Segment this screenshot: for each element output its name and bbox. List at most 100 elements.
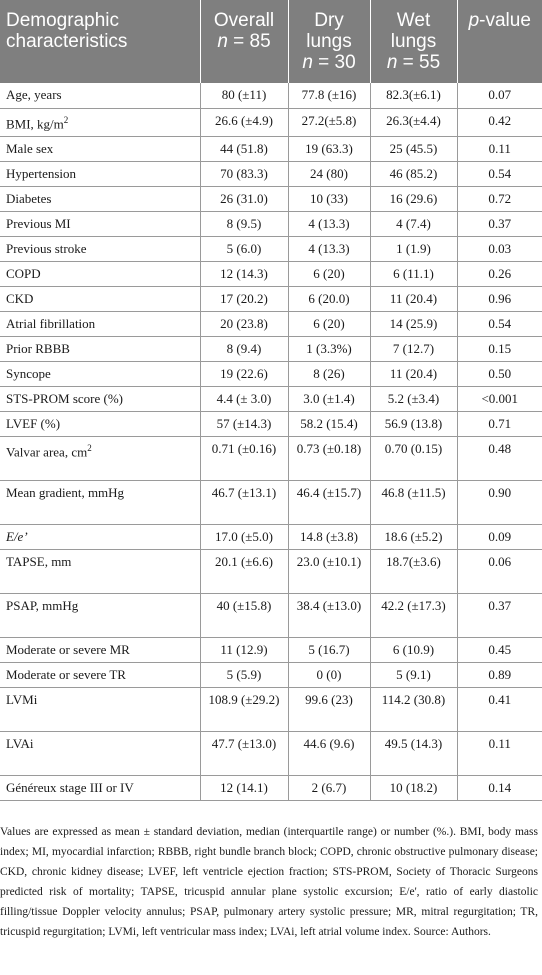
cell-p: <0.001	[456, 386, 542, 412]
cell-overall: 19 (22.6)	[199, 361, 288, 387]
row-label: TAPSE, mm	[0, 549, 200, 594]
row-label: Syncope	[0, 361, 200, 387]
demographics-table: Demographic characteristics Overall n = …	[0, 0, 542, 801]
row-label-text: Valvar area, cm	[6, 444, 88, 460]
cell-overall: 20.1 (±6.6)	[199, 549, 288, 594]
cell-overall: 26 (31.0)	[199, 186, 288, 212]
row-label-text: Previous MI	[6, 215, 71, 231]
table-row: Male sex 44 (51.8) 19 (63.3) 25 (45.5) 0.11	[0, 136, 542, 162]
row-label: LVMi	[0, 687, 200, 732]
cell-overall: 108.9 (±29.2)	[199, 687, 288, 732]
cell-overall: 17.0 (±5.0)	[199, 524, 288, 550]
table-row: LVAi 47.7 (±13.0) 44.6 (9.6) 49.5 (14.3) 0.1…	[0, 731, 542, 776]
table-row: PSAP, mmHg 40 (±15.8) 38.4 (±13.0) 42.2 (±1…	[0, 593, 542, 638]
cell-overall: 20 (23.8)	[199, 311, 288, 337]
header-characteristics: Demographic characteristics	[0, 0, 200, 83]
cell-p: 0.48	[456, 436, 542, 481]
table-row: Hypertension 70 (83.3) 24 (80) 46 (85.2) 0.5…	[0, 161, 542, 187]
cell-dry: 4 (13.3)	[287, 211, 370, 237]
row-label: Hypertension	[0, 161, 200, 187]
cell-dry: 0.73 (±0.18)	[287, 436, 370, 481]
row-label: Moderate or severe TR	[0, 662, 200, 688]
cell-overall: 57 (±14.3)	[199, 411, 288, 437]
table-row: STS-PROM score (%) 4.4 (± 3.0) 3.0 (±1.4) 5…	[0, 386, 542, 412]
row-label-text: Diabetes	[6, 190, 52, 206]
cell-wet: 42.2 (±17.3)	[369, 593, 457, 638]
cell-p: 0.07	[456, 83, 542, 109]
cell-overall: 0.71 (±0.16)	[199, 436, 288, 481]
row-label: PSAP, mmHg	[0, 593, 200, 638]
row-label-text: Mean gradient, mmHg	[6, 484, 125, 500]
cell-p: 0.90	[456, 480, 542, 525]
cell-wet: 18.6 (±5.2)	[369, 524, 457, 550]
table-row: Prior RBBB 8 (9.4) 1 (3.3%) 7 (12.7) 0.15	[0, 336, 542, 362]
cell-p: 0.37	[456, 593, 542, 638]
cell-dry: 0 (0)	[287, 662, 370, 688]
cell-dry: 1 (3.3%)	[287, 336, 370, 362]
row-label-text: Atrial fibrillation	[6, 315, 96, 331]
table-row: BMI, kg/m2 26.6 (±4.9) 27.2(±5.8) 26.3(±4.4…	[0, 108, 542, 137]
table-row: TAPSE, mm 20.1 (±6.6) 23.0 (±10.1) 18.7(±3.…	[0, 549, 542, 594]
cell-dry: 14.8 (±3.8)	[287, 524, 370, 550]
row-label: Valvar area, cm2	[0, 436, 200, 481]
row-label-text: BMI, kg/m	[6, 115, 64, 131]
cell-overall: 47.7 (±13.0)	[199, 731, 288, 776]
table-row: Previous MI 8 (9.5) 4 (13.3) 4 (7.4) 0.37	[0, 211, 542, 237]
row-label-superscript: 2	[87, 442, 92, 453]
row-label: E/e’	[0, 524, 200, 550]
cell-dry: 6 (20)	[287, 311, 370, 337]
row-label-text: Moderate or severe MR	[6, 641, 130, 657]
row-label-text: Généreux stage III or IV	[6, 779, 134, 795]
row-label-superscript: 2	[63, 114, 69, 125]
table-row: Moderate or severe MR 11 (12.9) 5 (16.7) 6 …	[0, 637, 542, 663]
cell-p: 0.26	[456, 261, 542, 287]
row-label: Généreux stage III or IV	[0, 775, 200, 801]
table-row: Diabetes 26 (31.0) 10 (33) 16 (29.6) 0.72	[0, 186, 542, 212]
cell-overall: 12 (14.1)	[199, 775, 288, 801]
row-label-text: Previous stroke	[6, 240, 87, 256]
cell-dry: 24 (80)	[287, 161, 370, 187]
table-row: Mean gradient, mmHg 46.7 (±13.1) 46.4 (±15…	[0, 480, 542, 525]
cell-wet: 49.5 (14.3)	[369, 731, 457, 776]
row-label: Diabetes	[0, 186, 200, 212]
cell-p: 0.96	[456, 286, 542, 312]
cell-overall: 8 (9.5)	[199, 211, 288, 237]
cell-overall: 44 (51.8)	[199, 136, 288, 162]
row-label-text: E/e’	[6, 528, 28, 544]
cell-p: 0.11	[456, 731, 542, 776]
cell-p: 0.50	[456, 361, 542, 387]
cell-wet: 6 (11.1)	[369, 261, 457, 287]
cell-dry: 5 (16.7)	[287, 637, 370, 663]
row-label: COPD	[0, 261, 200, 287]
row-label-text: PSAP, mmHg	[6, 597, 79, 613]
row-label: Atrial fibrillation	[0, 311, 200, 337]
cell-wet: 6 (10.9)	[369, 637, 457, 663]
cell-p: 0.37	[456, 211, 542, 237]
cell-wet: 25 (45.5)	[369, 136, 457, 162]
cell-dry: 3.0 (±1.4)	[287, 386, 370, 412]
cell-wet: 82.3(±6.1)	[369, 83, 457, 109]
cell-overall: 12 (14.3)	[199, 261, 288, 287]
cell-p: 0.11	[456, 136, 542, 162]
cell-dry: 19 (63.3)	[287, 136, 370, 162]
table-row: Généreux stage III or IV 12 (14.1) 2 (6.7)…	[0, 775, 542, 801]
table-footnote: Values are expressed as mean ± standard …	[0, 826, 538, 938]
row-label: Prior RBBB	[0, 336, 200, 362]
cell-overall: 46.7 (±13.1)	[199, 480, 288, 525]
row-label-text: LVMi	[6, 691, 38, 707]
cell-overall: 70 (83.3)	[199, 161, 288, 187]
cell-overall: 4.4 (± 3.0)	[199, 386, 288, 412]
table-row: Previous stroke 5 (6.0) 4 (13.3) 1 (1.9) 0.0…	[0, 236, 542, 262]
row-label-text: Hypertension	[6, 165, 77, 181]
header-overall: Overall n = 85	[199, 0, 288, 83]
cell-wet: 1 (1.9)	[369, 236, 457, 262]
row-label-text: LVEF (%)	[6, 415, 61, 431]
row-label: Mean gradient, mmHg	[0, 480, 200, 525]
header-wet-lungs: Wet lungs n = 55	[369, 0, 457, 83]
cell-overall: 80 (±11)	[199, 83, 288, 109]
table-row: COPD 12 (14.3) 6 (20) 6 (11.1) 0.26	[0, 261, 542, 287]
cell-wet: 5.2 (±3.4)	[369, 386, 457, 412]
cell-overall: 11 (12.9)	[199, 637, 288, 663]
header-p-value: p-value	[456, 0, 542, 83]
row-label-text: Prior RBBB	[6, 340, 70, 356]
